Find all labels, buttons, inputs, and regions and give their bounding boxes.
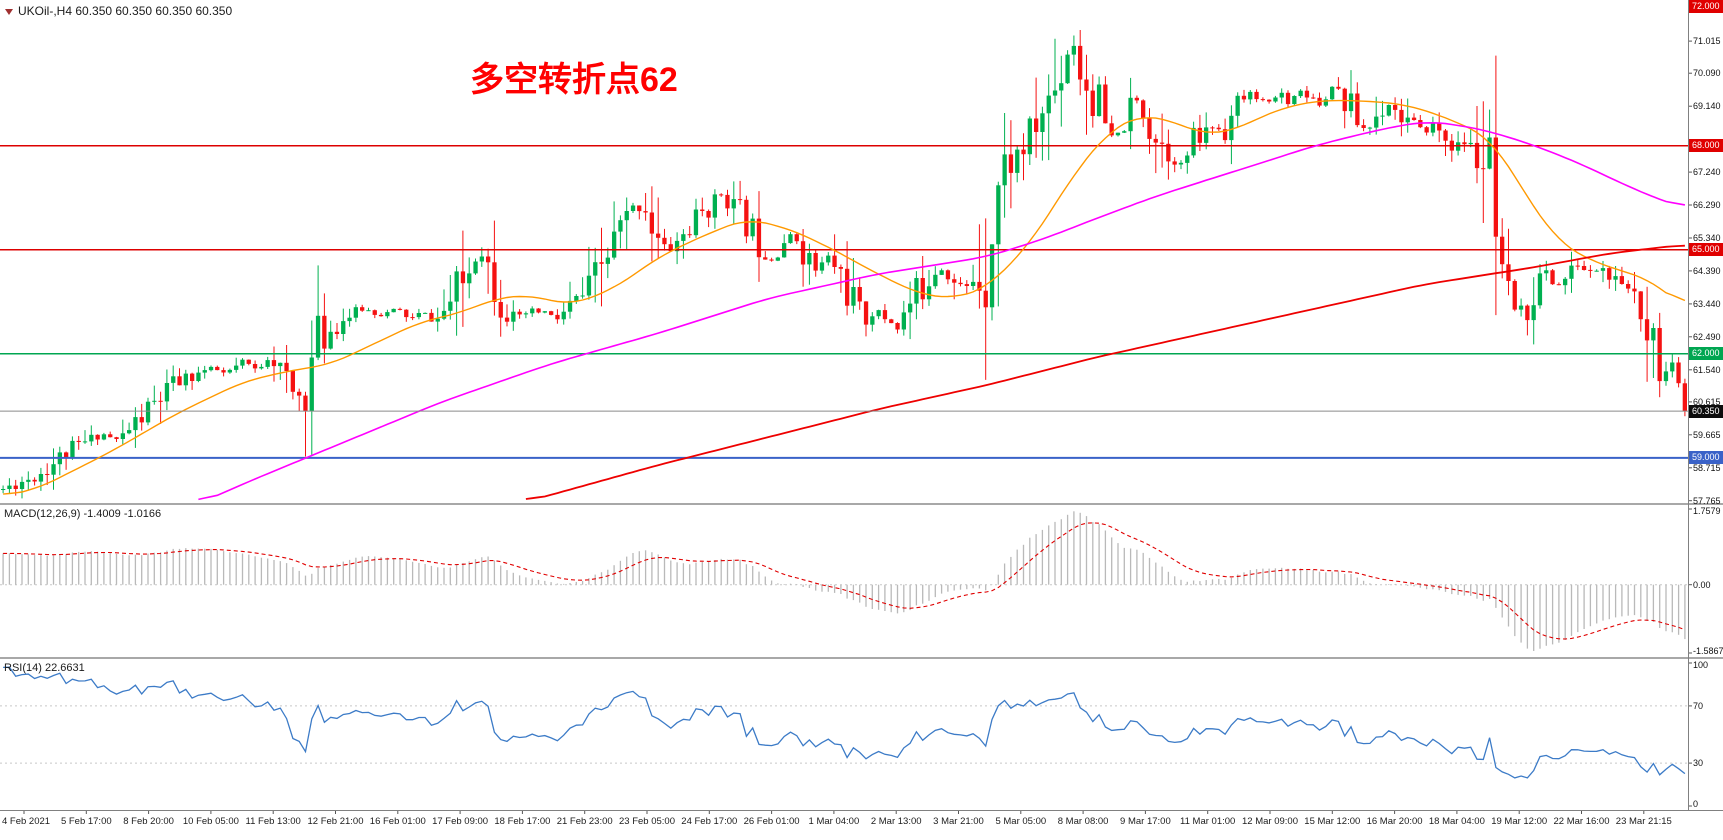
time-axis-label: 3 Mar 21:00 (933, 816, 984, 827)
time-axis-label: 12 Mar 09:00 (1242, 816, 1298, 827)
candles-layer (1, 30, 1687, 499)
time-axis-label: 16 Mar 20:00 (1366, 816, 1423, 827)
time-axis-label: 11 Feb 13:00 (245, 816, 301, 827)
price-axis-label: 67.240 (1693, 167, 1721, 178)
time-axis-label: 5 Feb 17:00 (60, 816, 112, 827)
price-badge: 65.000 (1689, 243, 1723, 257)
price-badge: 72.000 (1689, 0, 1723, 14)
time-axis-label: 22 Mar 16:00 (1553, 816, 1610, 827)
time-axis-label: 2 Mar 13:00 (870, 816, 922, 827)
time-axis-label: 10 Feb 05:00 (182, 816, 239, 827)
macd-layer (0, 511, 1688, 651)
rsi-axis-label: 100 (1693, 660, 1709, 670)
price-axis-label: 60.615 (1693, 396, 1721, 407)
price-badge: 60.350 (1689, 404, 1723, 418)
time-axis-label: 15 Mar 12:00 (1304, 816, 1361, 827)
axis-ticks-layer (23, 40, 1692, 814)
time-axis-label: 12 Feb 21:00 (307, 816, 364, 827)
price-axis-label: 59.665 (1693, 429, 1721, 440)
price-badge: 62.000 (1689, 347, 1723, 361)
price-axis-border (1688, 0, 1689, 810)
time-axis-label: 11 Mar 01:00 (1180, 816, 1236, 827)
rsi-layer (0, 666, 1688, 779)
moving-averages-layer (3, 99, 1686, 501)
time-axis-label: 21 Feb 23:00 (556, 816, 613, 827)
time-axis-label: 19 Mar 12:00 (1491, 816, 1548, 827)
price-badge: 59.000 (1689, 451, 1723, 465)
price-axis-label: 57.765 (1693, 495, 1721, 506)
price-badge: 68.000 (1689, 139, 1723, 153)
time-axis-label: 1 Mar 04:00 (808, 816, 860, 827)
chart-annotation-text[interactable]: 多空转折点62 (470, 61, 678, 99)
time-axis-label: 18 Feb 17:00 (494, 816, 551, 827)
time-axis-label: 26 Feb 01:00 (743, 816, 800, 827)
price-axis-label: 66.290 (1693, 200, 1721, 211)
panel-splitter-macd[interactable] (0, 503, 1723, 505)
macd-axis-label: -1.5867 (1693, 646, 1723, 656)
time-axis-label: 5 Mar 05:00 (995, 816, 1047, 827)
price-axis-label: 61.540 (1693, 364, 1721, 375)
one-click-trading-toggle-icon[interactable] (5, 9, 13, 15)
price-axis-label: 62.490 (1693, 331, 1721, 342)
rsi-axis-label: 70 (1693, 700, 1704, 711)
time-axis-label: 8 Feb 20:00 (123, 816, 174, 827)
time-axis-label: 23 Feb 05:00 (619, 816, 675, 827)
time-axis-border (0, 810, 1723, 811)
time-axis-label: 18 Mar 04:00 (1428, 816, 1485, 827)
price-axis-label: 64.390 (1693, 265, 1721, 276)
price-axis-label: 70.090 (1693, 68, 1721, 79)
time-axis-label: 16 Feb 01:00 (369, 816, 426, 827)
time-axis-label: 4 Feb 2021 (2, 816, 51, 827)
macd-axis-label: 1.7579 (1693, 506, 1721, 516)
rsi-axis-label: 0 (1693, 799, 1699, 809)
macd-axis-label: 0.00 (1693, 579, 1711, 590)
price-axis-label: 71.015 (1693, 36, 1721, 47)
price-axis-label: 58.715 (1693, 462, 1721, 473)
price-axis-label: 65.340 (1693, 232, 1721, 243)
time-axis-label: 9 Mar 17:00 (1120, 816, 1171, 827)
macd-indicator-label: MACD(12,26,9) -1.4009 -1.0166 (4, 508, 162, 520)
price-axis[interactable]: 71.015 70.090 69.140 67.240 66.290 65.340 64.3… (1688, 0, 1723, 810)
symbol-ohlc-readout: UKOil-,H4 60.350 60.350 60.350 60.350 (18, 4, 233, 18)
rsi-axis-label: 30 (1693, 758, 1704, 769)
time-axis-label: 8 Mar 08:00 (1057, 816, 1109, 827)
rsi-indicator-label: RSI(14) 22.6631 (4, 662, 85, 674)
time-axis-label: 23 Mar 21:15 (1615, 816, 1672, 827)
price-axis-label: 69.140 (1693, 101, 1721, 112)
time-axis-label: 24 Feb 17:00 (681, 816, 738, 827)
price-axis-label: 63.440 (1693, 298, 1721, 309)
horizontal-lines-layer (0, 144, 1688, 459)
time-axis-label: 17 Feb 09:00 (432, 816, 489, 827)
time-axis[interactable]: 4 Feb 2021 5 Feb 17:00 8 Feb 20:00 10 Feb 0… (0, 810, 1723, 840)
panel-splitter-rsi[interactable] (0, 657, 1723, 659)
